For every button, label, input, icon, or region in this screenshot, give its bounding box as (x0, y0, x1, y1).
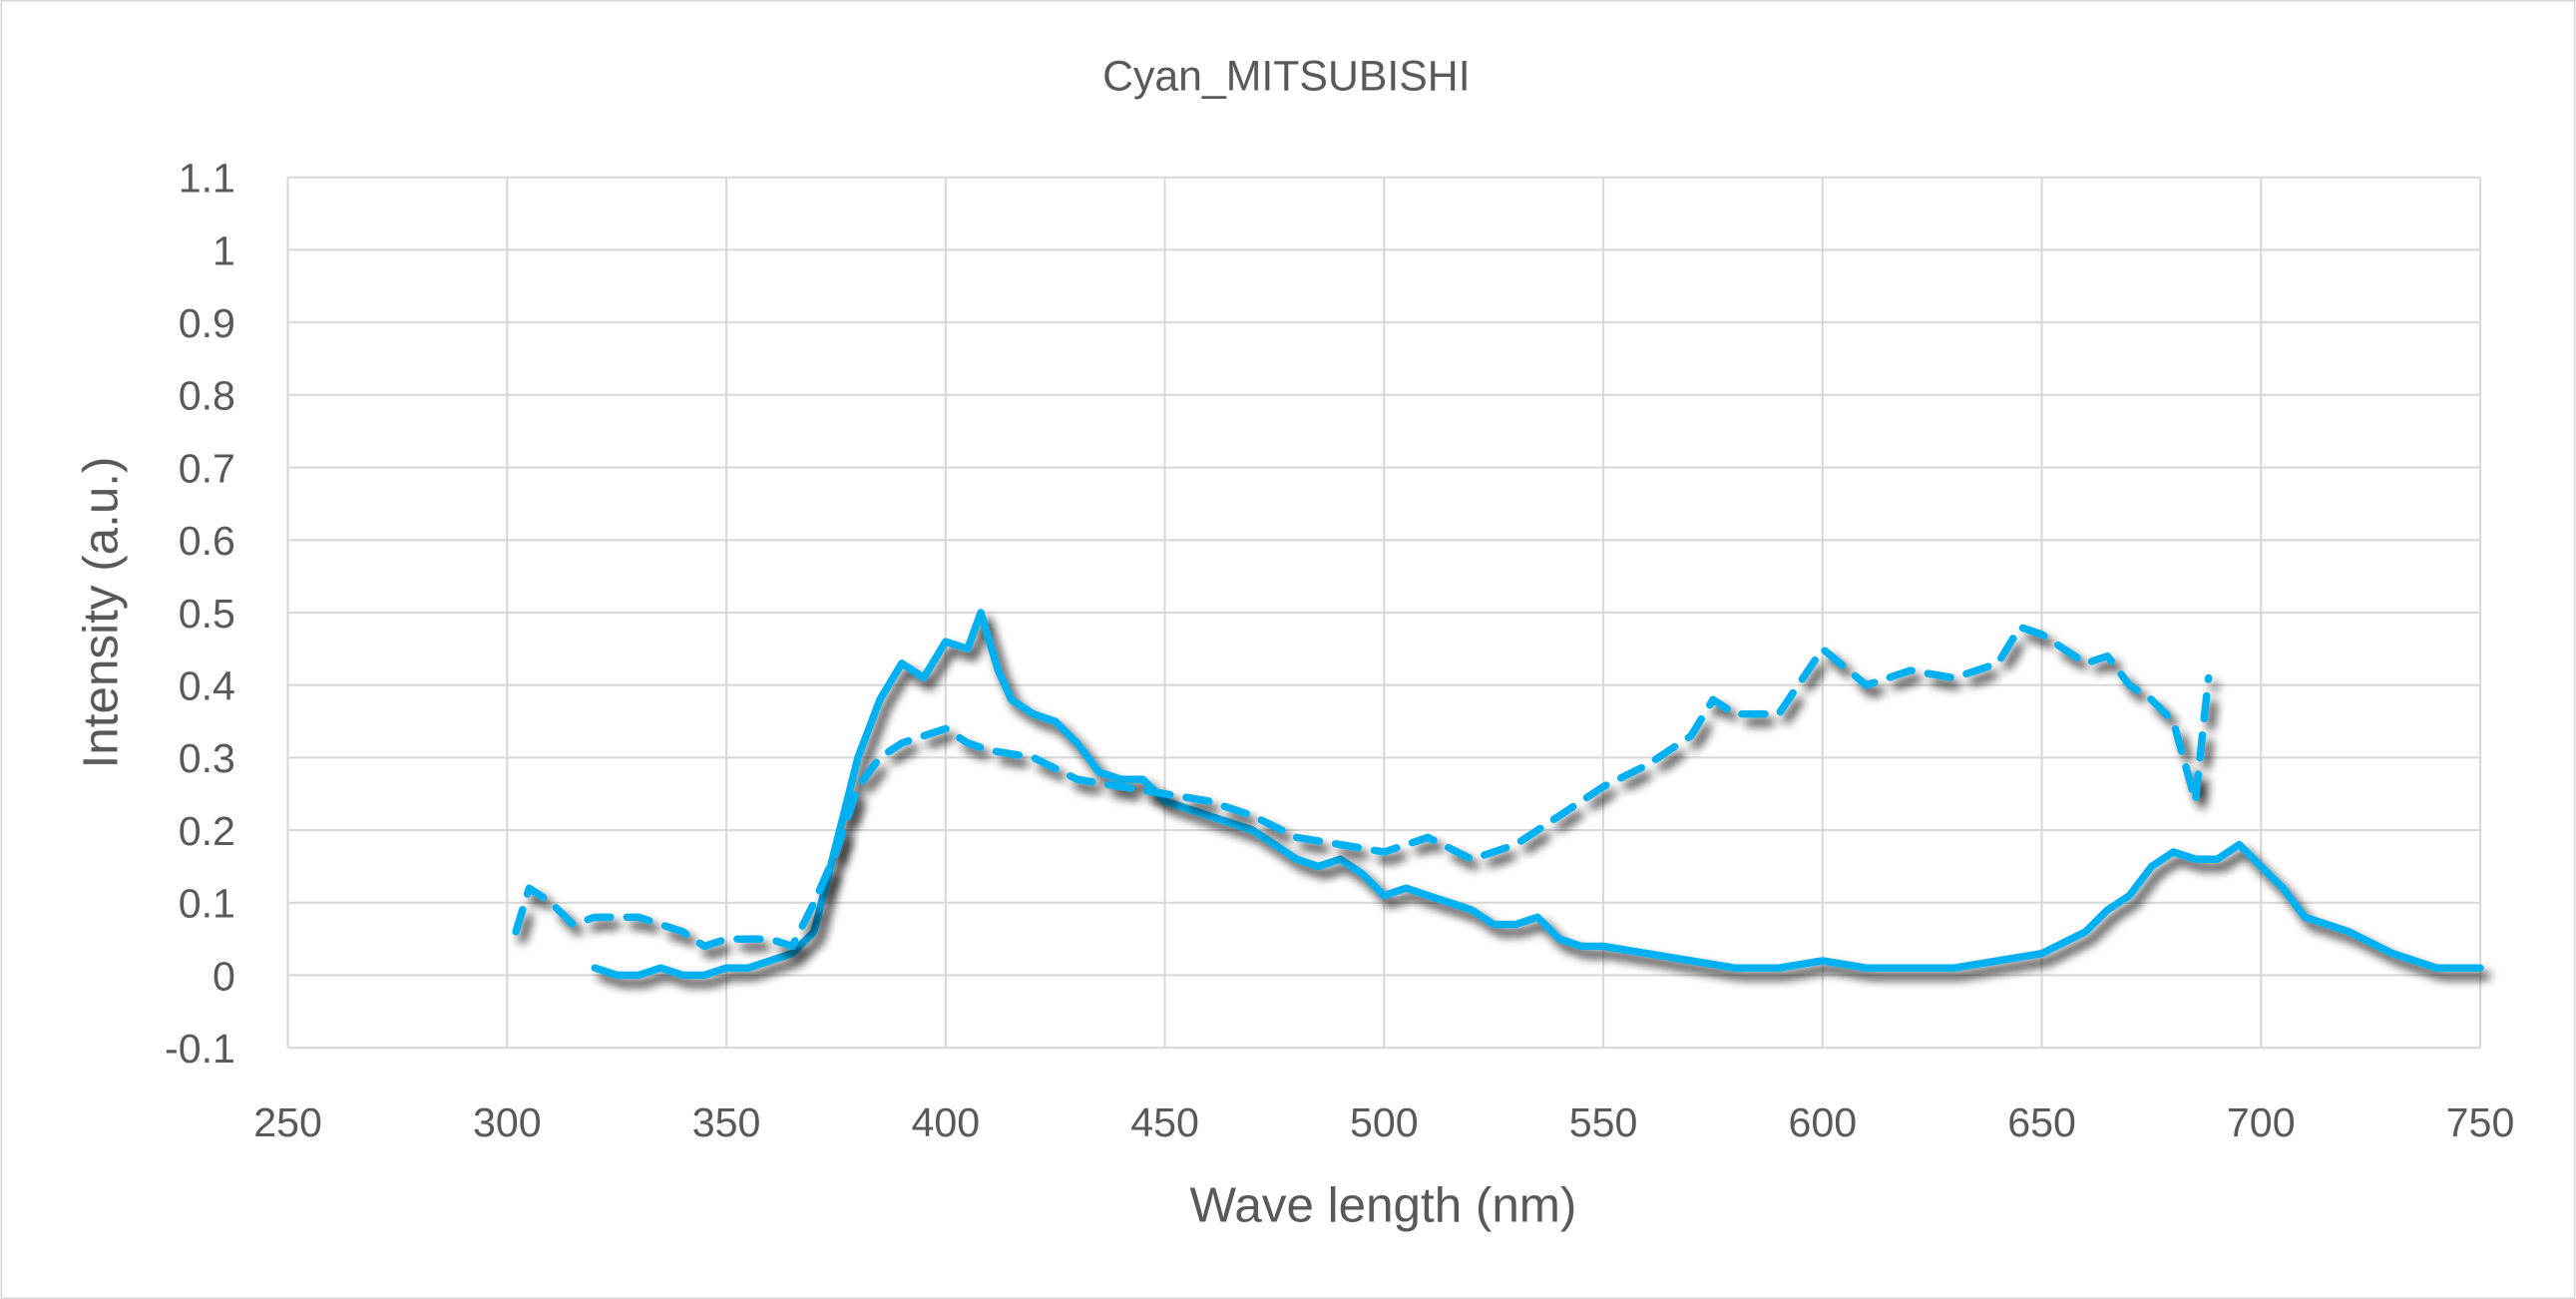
y-tick-label: 0.9 (179, 300, 235, 346)
x-tick-label: 250 (253, 1099, 322, 1145)
y-tick-label: 0.3 (179, 735, 235, 781)
x-axis-label: Wave length (nm) (1190, 1178, 1577, 1233)
y-tick-label: 0.1 (179, 881, 235, 927)
y-tick-label: -0.1 (165, 1026, 235, 1072)
y-tick-label: 0.7 (179, 445, 235, 491)
x-tick-label: 700 (2227, 1099, 2296, 1145)
y-tick-label: 0.2 (179, 808, 235, 854)
x-tick-label: 400 (911, 1099, 980, 1145)
x-axis-ticks: 250 300 350 400 450 500 550 600 650 700 750 (253, 1099, 2514, 1145)
series-line-dashed (512, 623, 2213, 951)
x-tick-label: 550 (1569, 1099, 1638, 1145)
y-tick-label: 1.1 (179, 156, 235, 202)
x-tick-label: 300 (473, 1099, 542, 1145)
y-tick-label: 0.4 (179, 662, 235, 708)
y-tick-label: 0.8 (179, 373, 235, 419)
y-axis-label: Intensity (a.u.) (73, 457, 128, 769)
chart-title: Cyan_MITSUBISHI (1102, 53, 1471, 101)
gridlines (286, 176, 2482, 1050)
y-tick-label: 0 (213, 953, 235, 999)
x-tick-label: 750 (2446, 1099, 2515, 1145)
x-tick-label: 350 (692, 1099, 761, 1145)
x-tick-label: 650 (2007, 1099, 2076, 1145)
y-tick-label: 1 (213, 227, 235, 273)
y-tick-label: 0.6 (179, 518, 235, 564)
series-line-solid (591, 609, 2484, 980)
series-group (512, 609, 2484, 980)
x-tick-label: 500 (1350, 1099, 1419, 1145)
y-axis-ticks: -0.1 0 0.1 0.2 0.3 0.4 0.5 0.6 0.7 0.8 0.9 1 1.1 (165, 156, 235, 1072)
x-tick-label: 450 (1130, 1099, 1199, 1145)
x-tick-label: 600 (1788, 1099, 1857, 1145)
y-tick-label: 0.5 (179, 591, 235, 637)
